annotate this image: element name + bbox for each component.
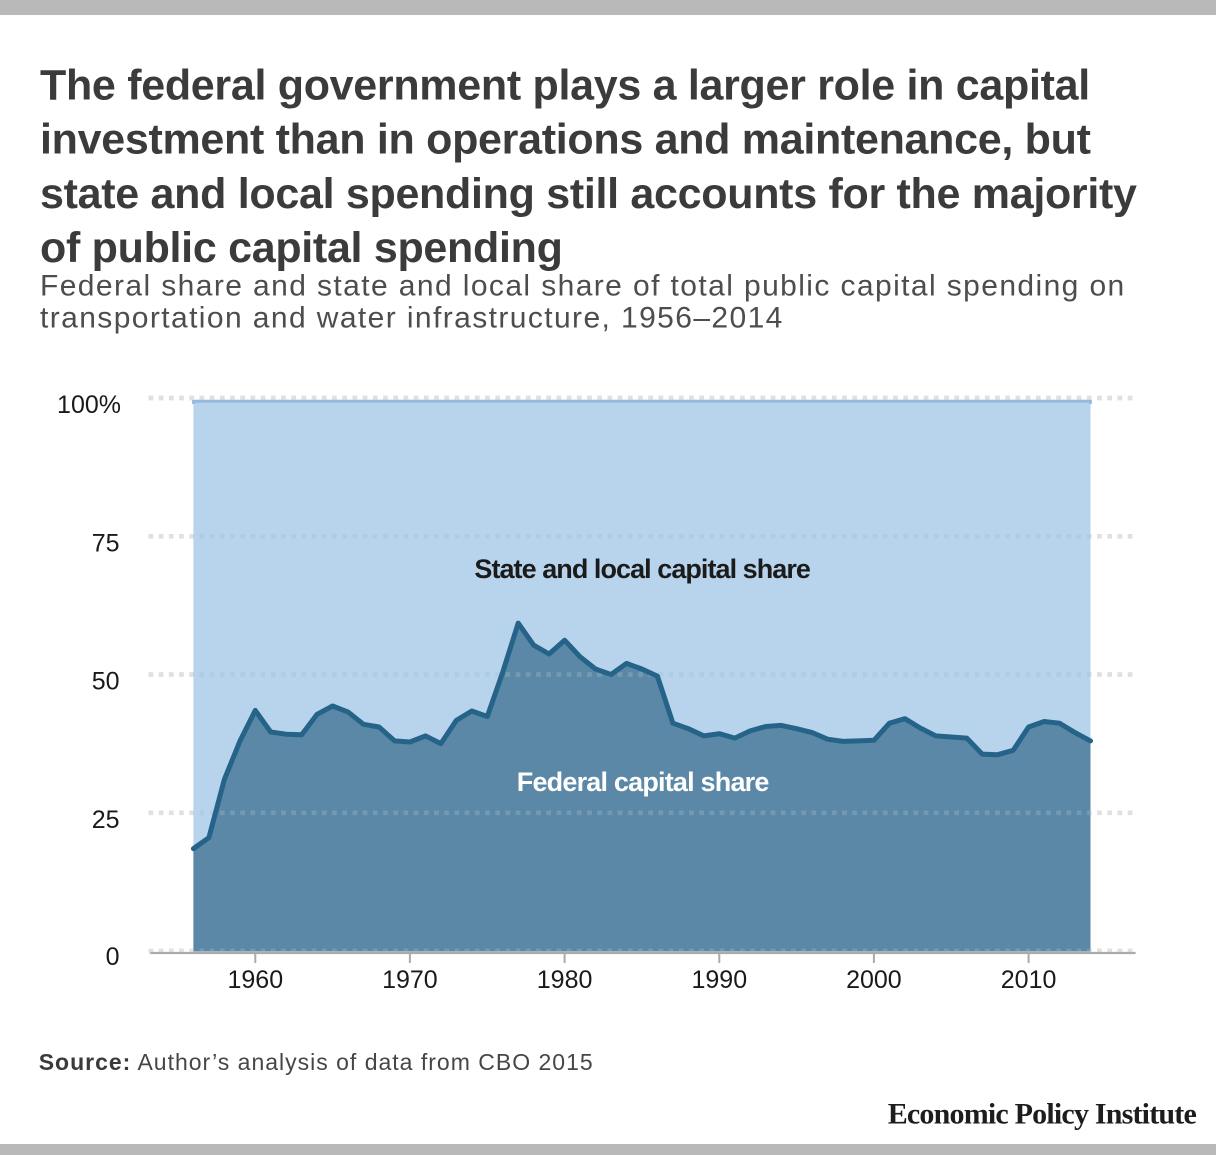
svg-text:1970: 1970 — [382, 966, 438, 994]
svg-text:2000: 2000 — [846, 966, 902, 994]
svg-text:state and local spending still: state and local spending still accounts … — [40, 170, 1137, 218]
svg-text:50: 50 — [92, 668, 120, 696]
svg-text:Source: Author’s analysis of d: Source: Author’s analysis of data from C… — [39, 1049, 594, 1075]
svg-text:of public capital spending: of public capital spending — [40, 224, 563, 272]
svg-text:Federal share and state and lo: Federal share and state and local share … — [40, 270, 1126, 303]
svg-text:Federal capital share: Federal capital share — [517, 767, 770, 797]
svg-text:The federal government plays a: The federal government plays a larger ro… — [40, 61, 1090, 109]
svg-text:75: 75 — [92, 529, 120, 557]
svg-text:transportation and water infra: transportation and water infrastructure,… — [40, 302, 784, 335]
svg-text:investment than in operations: investment than in operations and mainte… — [40, 116, 1091, 164]
svg-text:100%: 100% — [57, 391, 121, 419]
svg-text:2010: 2010 — [1001, 966, 1057, 994]
svg-text:1960: 1960 — [227, 966, 283, 994]
svg-text:0: 0 — [106, 943, 120, 971]
svg-text:1990: 1990 — [691, 966, 747, 994]
svg-text:1980: 1980 — [537, 966, 593, 994]
svg-text:State and local capital share: State and local capital share — [474, 554, 811, 584]
svg-text:Economic Policy Institute: Economic Policy Institute — [888, 1098, 1197, 1131]
svg-text:25: 25 — [92, 806, 120, 834]
